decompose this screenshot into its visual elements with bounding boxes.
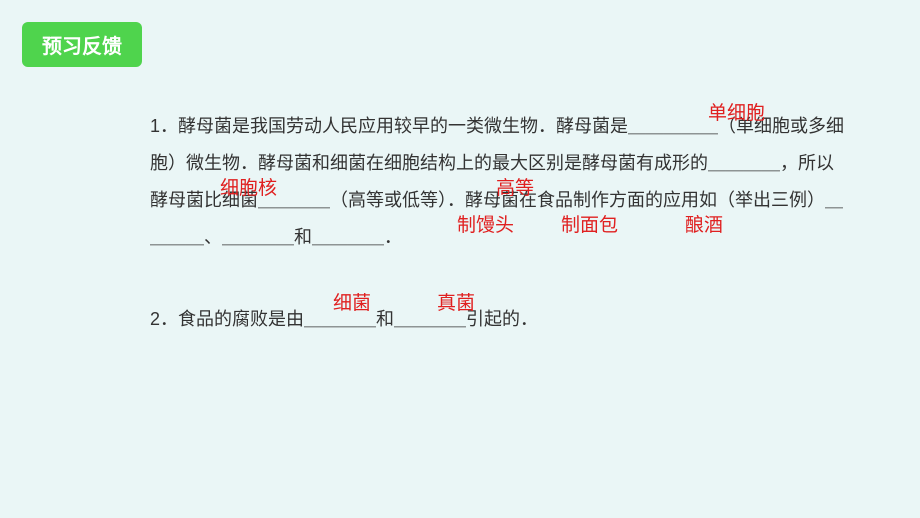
answer-1-2: 细胞核 [220, 170, 277, 207]
answer-1-4: 制馒头 [457, 207, 514, 244]
answer-2-2: 真菌 [437, 285, 475, 322]
answer-1-5: 制面包 [561, 207, 618, 244]
answer-1-1: 单细胞 [708, 95, 765, 132]
question-1: 1．酵母菌是我国劳动人民应用较早的一类微生物．酵母菌是＿＿＿＿＿（单细胞或多细胞… [150, 108, 850, 256]
answer-1-6: 酿酒 [685, 207, 723, 244]
section-badge: 预习反馈 [22, 22, 142, 67]
answer-1-3: 高等 [496, 170, 534, 207]
question-2: 2．食品的腐败是由＿＿＿＿和＿＿＿＿引起的． 细菌 真菌 [150, 301, 850, 338]
answer-2-1: 细菌 [333, 285, 371, 322]
content-area: 1．酵母菌是我国劳动人民应用较早的一类微生物．酵母菌是＿＿＿＿＿（单细胞或多细胞… [150, 108, 850, 338]
